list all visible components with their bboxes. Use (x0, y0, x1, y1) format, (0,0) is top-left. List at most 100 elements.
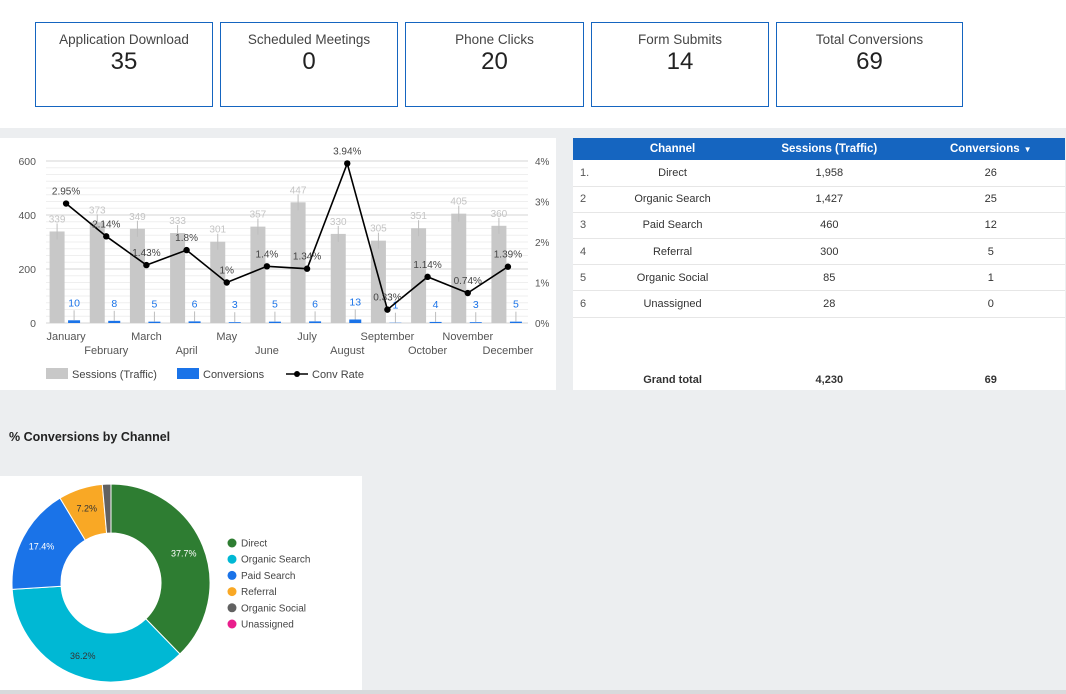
legend-swatch-conversions (177, 368, 199, 379)
y-right-tick-label: 2% (535, 238, 550, 249)
sessions-data-label: 333 (169, 216, 186, 227)
grand-total-label: Grand total (643, 374, 702, 387)
sessions-data-label: 351 (410, 211, 427, 222)
conversions-data-label: 5 (513, 299, 519, 311)
conv-rate-point (344, 160, 351, 167)
row-sessions: 460 (742, 212, 917, 240)
row-sessions: 28 (742, 290, 917, 318)
table-header-sessions[interactable]: Sessions (Traffic) (742, 138, 917, 160)
legend-swatch (227, 554, 237, 564)
sessions-data-label: 349 (129, 212, 146, 223)
conversions-bar (228, 322, 241, 323)
sessions-bar (451, 213, 467, 323)
conv-rate-point (504, 263, 512, 270)
legend-swatch-conv-rate-dot (294, 371, 300, 377)
sessions-bar (330, 233, 346, 323)
sessions-data-label: 330 (330, 217, 347, 228)
legend-label: Conversions (203, 369, 265, 381)
conversions-data-label: 5 (151, 299, 157, 311)
conversions-bar (188, 321, 201, 323)
conv-rate-point (464, 289, 471, 297)
kpi-application-download[interactable]: Application Download 35 (35, 22, 213, 107)
row-channel: Organic Social (603, 264, 743, 292)
kpi-label: Phone Clicks (455, 32, 534, 47)
legend-swatch (227, 619, 237, 629)
kpi-scheduled-meetings[interactable]: Scheduled Meetings 0 (220, 22, 398, 107)
x-tick-label: June (255, 345, 279, 357)
x-tick-label: November (442, 331, 493, 343)
row-channel: Unassigned (603, 290, 743, 318)
row-channel: Direct (603, 160, 743, 187)
legend-label: Sessions (Traffic) (72, 369, 157, 381)
table-row[interactable]: 2 Organic Search 1,427 25 (573, 186, 1065, 213)
table-row[interactable]: 4 Referral 300 5 (573, 238, 1065, 266)
x-tick-label: August (330, 345, 364, 357)
x-tick-label: March (131, 331, 162, 343)
conversions-bar (429, 321, 442, 323)
y-right-tick-label: 1% (535, 279, 550, 290)
kpi-value: 20 (481, 48, 508, 75)
sessions-data-label: 305 (370, 224, 387, 235)
legend-label: Organic Search (241, 555, 310, 566)
conversions-data-label: 3 (473, 299, 479, 311)
kpi-value: 14 (666, 48, 694, 75)
donut-chart[interactable]: 37.7% 36.2% 17.4% 7.2% Direct Organic Search P… (0, 476, 362, 690)
donut-slice (110, 483, 211, 655)
table-row[interactable]: 5 Organic Social 85 1 (573, 264, 1065, 292)
donut-chart-panel: 37.7% 36.2% 17.4% 7.2% Direct Organic Search P… (0, 476, 362, 690)
legend-swatch (227, 587, 237, 597)
conv-rate-data-label: 1.39% (494, 250, 522, 261)
legend-swatch-sessions (46, 368, 68, 379)
conversions-data-label: 5 (272, 299, 278, 311)
row-conversions: 5 (916, 238, 1065, 266)
sessions-data-label: 447 (290, 185, 307, 196)
conversions-data-label: 4 (433, 299, 439, 311)
conversions-data-label: 8 (111, 298, 117, 310)
row-sessions: 85 (742, 264, 917, 292)
legend-label: Referral (241, 587, 277, 598)
sessions-data-label: 339 (49, 214, 66, 225)
y-left-tick-label: 200 (18, 264, 36, 276)
donut-slice (11, 585, 181, 683)
table-row[interactable]: 3 Paid Search 460 12 (573, 212, 1065, 240)
row-index: 3 (573, 212, 603, 240)
x-tick-label: October (408, 345, 447, 357)
caret-down-icon[interactable]: ▼ (1023, 145, 1032, 154)
conversions-data-label: 6 (192, 298, 198, 310)
donut-value-label: 17.4% (29, 542, 55, 552)
sessions-bar (49, 231, 65, 323)
conversions-bar (309, 321, 322, 323)
table-row[interactable]: 6 Unassigned 28 0 (573, 290, 1065, 318)
conversions-bar (349, 319, 362, 323)
table-header-conversions-label: Conversions (949, 143, 1020, 155)
grand-total-sessions: 4,230 (815, 374, 844, 387)
legend-label: Direct (241, 539, 267, 550)
conv-rate-data-label: 1.8% (175, 233, 198, 244)
row-channel: Organic Search (603, 186, 743, 213)
channel-table-panel: Channel Sessions (Traffic) Conversions ▼ … (573, 138, 1065, 390)
legend-swatch (227, 538, 237, 548)
table-row[interactable]: 1. Direct 1,958 26 (573, 160, 1065, 187)
row-conversions: 26 (916, 160, 1065, 187)
donut-value-label: 37.7% (171, 549, 197, 559)
table-header-channel[interactable]: Channel (603, 138, 743, 160)
conv-rate-point (103, 233, 110, 240)
conversions-data-label: 10 (68, 297, 80, 309)
kpi-form-submits[interactable]: Form Submits 14 (591, 22, 769, 107)
conv-rate-data-label: 3.94% (333, 146, 361, 157)
row-conversions: 0 (916, 290, 1065, 318)
sessions-bar (370, 240, 386, 323)
kpi-total-conversions[interactable]: Total Conversions 69 (776, 22, 963, 107)
row-conversions: 12 (916, 212, 1065, 240)
row-index: 5 (573, 264, 603, 292)
kpi-phone-clicks[interactable]: Phone Clicks 20 (405, 22, 584, 107)
conv-rate-point (62, 200, 70, 207)
conversions-bar (509, 321, 522, 323)
table-header-conversions[interactable]: Conversions ▼ (916, 138, 1065, 160)
row-index: 4 (573, 238, 603, 266)
conv-rate-point (143, 261, 150, 269)
legend-label: Conv Rate (312, 369, 364, 381)
row-sessions: 1,427 (742, 186, 917, 213)
conv-rate-data-label: 1.34% (293, 252, 321, 263)
